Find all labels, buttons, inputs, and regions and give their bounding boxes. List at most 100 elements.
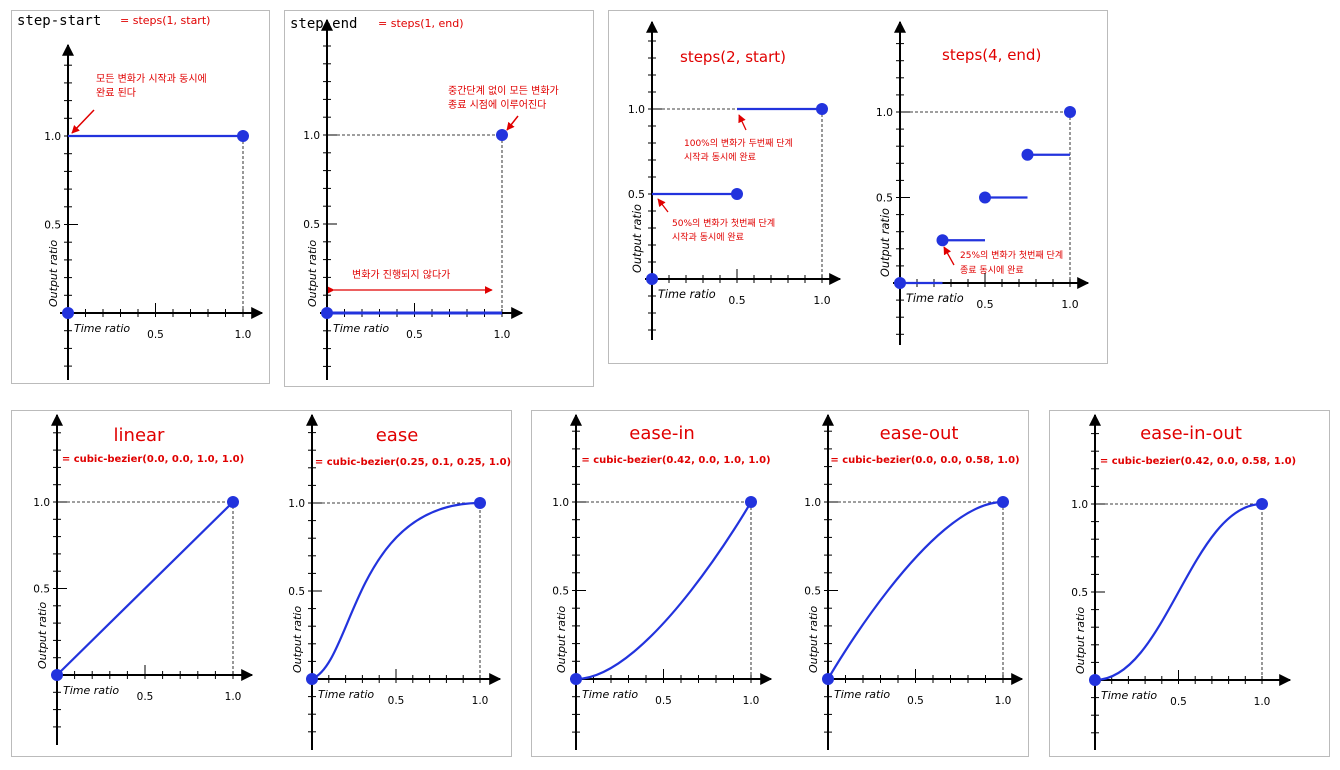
step-start-note-arrow xyxy=(71,109,95,134)
ease-start-point xyxy=(306,673,318,685)
chart-steps2-y-label-max: 1.0 xyxy=(628,103,645,116)
step-start-keyword: step-start xyxy=(17,13,101,29)
step-end-keyword: step-end xyxy=(290,16,357,32)
ease-out-bezier: = cubic-bezier(0.0, 0.0, 0.58, 1.0) xyxy=(830,455,1019,466)
chart-linear-x-label-max: 1.0 xyxy=(225,691,242,703)
step-end-equivalent: = steps(1, end) xyxy=(378,17,464,30)
chart-step-end-x-axis-title: Time ratio xyxy=(333,322,389,335)
chart-ease-in-out-y-label-mid: 0.5 xyxy=(1071,587,1088,599)
chart-step-start-y-label-mid: 0.5 xyxy=(44,220,61,232)
chart-step-start-x-label-max: 1.0 xyxy=(235,329,252,341)
ease-out-curve xyxy=(827,500,1004,680)
chart-step-start-x-axis-title: Time ratio xyxy=(74,322,130,335)
ease-out-title: ease-out xyxy=(880,423,959,444)
chart-ease-out-x-label-mid: 0.5 xyxy=(907,695,924,707)
step-end-guide xyxy=(327,134,503,313)
chart-step-end-x-label-mid: 0.5 xyxy=(406,329,423,341)
steps2-origin-point xyxy=(646,273,658,285)
chart-steps4-x-label-mid: 0.5 xyxy=(976,298,993,311)
step-start-equivalent: = steps(1, start) xyxy=(120,14,210,27)
chart-linear-axes: 1.0 0.5 0.5 1.0 Time ratio Output ratio xyxy=(33,413,254,745)
chart-step-end-y-axis-title: Output ratio xyxy=(306,240,319,307)
chart-ease-y-label-max: 1.0 xyxy=(288,498,305,510)
chart-ease-axes: 1.0 0.5 0.5 1.0 Time ratio Output ratio xyxy=(288,413,502,750)
chart-steps4-axes: 1.0 0.5 0.5 1.0 Time ratio Output ratio xyxy=(876,20,1090,345)
chart-ease-in-x-label-max: 1.0 xyxy=(743,695,760,707)
chart-linear-x-axis-title: Time ratio xyxy=(63,684,119,697)
chart-ease-y-label-mid: 0.5 xyxy=(288,586,305,598)
steps4-step-point xyxy=(1021,148,1034,161)
ease-in-end-point xyxy=(745,496,757,508)
chart-ease-in-out-y-label-max: 1.0 xyxy=(1071,499,1088,511)
ease-in-out-title: ease-in-out xyxy=(1140,423,1242,444)
chart-step-end-axes: 1.0 0.5 0.5 1.0 Time ratio Output ratio xyxy=(303,18,524,380)
step-end-note-line2: 종료 시점에 이루어진다 xyxy=(448,99,546,111)
ease-in-curve xyxy=(575,501,752,681)
step-start-note-line2: 완료 된다 xyxy=(96,87,136,99)
ease-in-title: ease-in xyxy=(629,423,694,444)
step-end-end-point xyxy=(496,129,508,141)
chart-ease-in-y-axis-title: Output ratio xyxy=(555,606,568,673)
step-end-start-point xyxy=(321,307,333,319)
chart-ease-in-out-x-label-mid: 0.5 xyxy=(1170,696,1187,708)
steps2-note2-arrow xyxy=(657,198,669,213)
ease-curve xyxy=(311,501,481,681)
ease-in-out-start-point xyxy=(1089,674,1101,686)
chart-step-start-x-label-mid: 0.5 xyxy=(147,329,164,341)
ease-guide xyxy=(312,502,481,679)
chart-steps4-x-label-max: 1.0 xyxy=(1061,298,1078,311)
steps4-step-point xyxy=(936,234,949,247)
steps4-title: steps(4, end) xyxy=(942,46,1041,64)
panel-frame-steps xyxy=(608,10,1108,364)
steps4-step-point xyxy=(894,277,906,289)
chart-ease-x-label-mid: 0.5 xyxy=(388,695,405,707)
chart-ease-out-y-axis-title: Output ratio xyxy=(807,606,820,673)
chart-step-start-axes: 1.0 0.5 0.5 1.0 Time ratio Output ratio xyxy=(44,43,264,380)
steps2-note2-line2: 시작과 동시에 완료 xyxy=(672,232,744,243)
chart-ease-out-y-label-max: 1.0 xyxy=(804,497,821,509)
step-end-span-label: 변화가 진행되지 않다가 xyxy=(352,269,450,281)
ease-in-out-curve xyxy=(1094,502,1263,682)
chart-steps2-y-axis-title: Output ratio xyxy=(631,204,644,273)
linear-curve xyxy=(56,501,234,676)
chart-ease-out-x-label-max: 1.0 xyxy=(995,695,1012,707)
chart-ease-in-out-y-axis-title: Output ratio xyxy=(1074,607,1087,674)
ease-title: ease xyxy=(376,425,419,446)
steps4-note-line2: 종료 동시에 완료 xyxy=(960,265,1024,276)
steps2-title: steps(2, start) xyxy=(680,48,786,66)
chart-ease-in-out-x-label-max: 1.0 xyxy=(1254,696,1271,708)
chart-steps4-y-axis-title: Output ratio xyxy=(879,208,892,277)
chart-steps2-axes: 1.0 0.5 0.5 1.0 Time ratio Output ratio xyxy=(628,20,842,340)
chart-step-end-x-label-max: 1.0 xyxy=(494,329,511,341)
step-start-guide xyxy=(68,135,244,313)
chart-ease-in-x-label-mid: 0.5 xyxy=(655,695,672,707)
chart-ease-in-out-axes: 1.0 0.5 0.5 1.0 Time ratio Output ratio xyxy=(1071,413,1292,750)
step-start-note-line1: 모든 변화가 시작과 동시에 xyxy=(96,73,207,85)
chart-ease-in-x-axis-title: Time ratio xyxy=(582,688,638,701)
chart-ease-in-y-label-mid: 0.5 xyxy=(552,586,569,598)
chart-steps4-y-label-mid: 0.5 xyxy=(876,192,893,205)
panel-frame-easein-easeout xyxy=(531,410,1029,757)
chart-ease-out-axes: 1.0 0.5 0.5 1.0 Time ratio Output ratio xyxy=(804,413,1024,750)
ease-in-out-end-point xyxy=(1256,498,1268,510)
ease-in-bezier: = cubic-bezier(0.42, 0.0, 1.0, 1.0) xyxy=(581,455,770,466)
chart-ease-x-label-max: 1.0 xyxy=(472,695,489,707)
steps2-note1-line1: 100%의 변화가 두번째 단계 xyxy=(684,137,793,149)
linear-title: linear xyxy=(114,425,166,446)
steps4-step-point xyxy=(979,191,991,204)
step-start-end-point xyxy=(237,130,249,142)
ease-in-start-point xyxy=(570,673,582,685)
steps2-note2-line1: 50%의 변화가 첫번째 단계 xyxy=(672,217,775,229)
steps2-note1-line2: 시작과 동시에 완료 xyxy=(684,152,756,163)
chart-ease-out-x-axis-title: Time ratio xyxy=(834,688,890,701)
chart-steps4-x-axis-title: Time ratio xyxy=(906,292,964,305)
chart-ease-y-axis-title: Output ratio xyxy=(291,606,304,673)
chart-step-end-y-label-max: 1.0 xyxy=(303,130,320,142)
panel-frame-step-end xyxy=(284,10,594,387)
steps2-note1-arrow xyxy=(738,114,747,131)
panel-frame-linear-ease xyxy=(11,410,512,757)
ease-in-guide xyxy=(576,501,752,679)
chart-steps2-x-label-mid: 0.5 xyxy=(728,294,745,307)
panel-frame-step-start xyxy=(11,10,270,384)
